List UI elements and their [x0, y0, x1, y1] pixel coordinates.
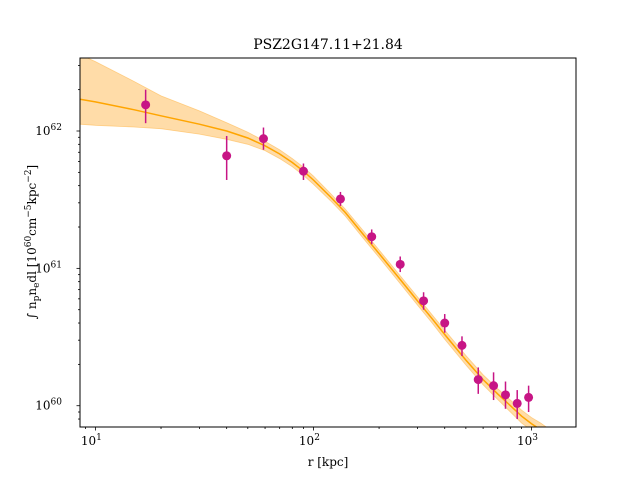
y-label-close: ] — [25, 165, 39, 170]
y-label-sub-p: p — [32, 295, 42, 301]
y-label-exp-minus5: −5 — [24, 204, 34, 218]
model-confidence-band — [80, 58, 547, 427]
y-tick-exp: 61 — [51, 260, 62, 270]
band-lower-edge — [80, 123, 528, 427]
data-point — [141, 100, 151, 110]
data-point — [501, 390, 511, 400]
y-label-integral: ∫ n — [25, 301, 39, 319]
data-point — [298, 166, 308, 176]
y-tick-base: 10 — [35, 124, 50, 138]
x-axis-label: r [kpc] — [308, 455, 349, 469]
y-label-cm: cm — [25, 217, 39, 236]
y-label-kpc: kpc — [25, 182, 39, 204]
x-tick-label: 103 — [517, 433, 538, 448]
x-tick-base: 10 — [517, 434, 532, 448]
y-label-n: n — [25, 288, 39, 296]
x-tick-exp: 2 — [314, 433, 320, 443]
y-label-sub-e: e — [32, 283, 42, 288]
x-tick-base: 10 — [299, 434, 314, 448]
x-tick-exp: 1 — [96, 433, 102, 443]
y-tick-exp: 60 — [51, 398, 63, 408]
y-tick-label: 1061 — [35, 260, 62, 275]
y-label-exp-60: 60 — [24, 236, 34, 248]
x-tick-label: 102 — [299, 433, 320, 448]
data-point — [457, 340, 467, 350]
model-line — [80, 98, 538, 427]
data-point — [473, 375, 483, 385]
y-tick-label: 1060 — [35, 398, 62, 413]
data-point — [367, 232, 377, 242]
y-label-dl: dl [10 — [25, 247, 39, 282]
data-point — [395, 259, 405, 269]
data-point — [524, 392, 534, 402]
y-label-exp-minus2: −2 — [24, 169, 34, 182]
data-point — [440, 318, 450, 328]
data-point — [419, 296, 429, 306]
plot-frame — [79, 57, 577, 428]
data-point — [489, 381, 499, 391]
data-point — [512, 398, 522, 408]
y-tick-label: 1062 — [35, 123, 62, 138]
plot-area — [80, 58, 548, 427]
x-tick-label: 101 — [81, 433, 102, 448]
chart-title: PSZ2G147.11+21.84 — [253, 37, 403, 53]
data-point — [335, 194, 345, 204]
y-tick-exp: 62 — [51, 123, 62, 133]
data-point — [258, 134, 268, 144]
y-axis-label: ∫ npnedl [1060cm−5kpc−2] — [24, 165, 42, 319]
y-tick-base: 10 — [35, 399, 50, 413]
y-tick-base: 10 — [35, 261, 50, 275]
x-tick-base: 10 — [81, 434, 96, 448]
x-tick-exp: 3 — [532, 433, 538, 443]
data-point — [222, 151, 232, 161]
